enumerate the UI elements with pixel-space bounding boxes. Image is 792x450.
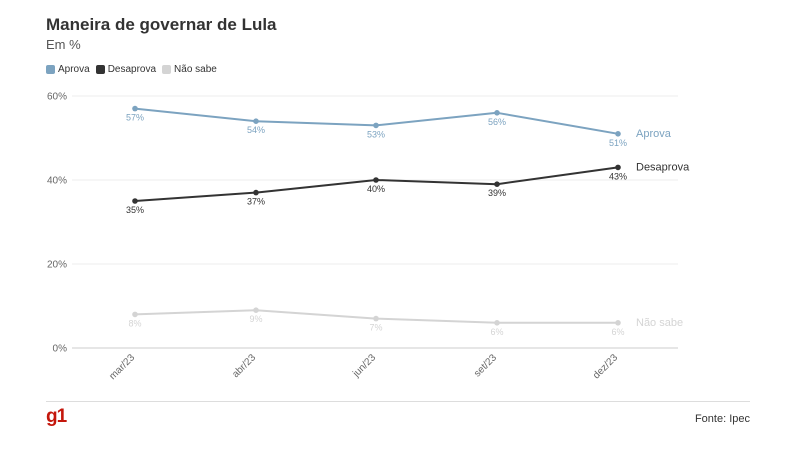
y-tick-label: 0% — [53, 344, 68, 355]
x-tick-label: jun/23 — [350, 352, 378, 380]
data-label: 6% — [611, 327, 624, 337]
data-label: 39% — [488, 188, 506, 198]
data-point — [615, 131, 621, 137]
data-label: 8% — [128, 318, 141, 328]
data-label: 40% — [367, 184, 385, 194]
series-end-label: Aprova — [636, 128, 672, 140]
data-label: 53% — [367, 129, 385, 139]
data-point — [373, 315, 379, 322]
data-point — [494, 110, 500, 116]
data-label: 9% — [249, 314, 262, 324]
legend-label-nao-sabe: Não sabe — [174, 64, 217, 75]
legend-label-aprova: Aprova — [58, 64, 90, 75]
data-point — [494, 320, 500, 326]
legend-item-desaprova[interactable]: Desaprova — [95, 64, 157, 75]
source-note: Fonte: Ipec — [694, 413, 750, 425]
data-label: 54% — [247, 125, 265, 135]
data-label: 6% — [490, 327, 503, 337]
series-end-label: Não sabe — [636, 317, 683, 329]
data-label: 37% — [247, 197, 265, 207]
x-tick-label: abr/23 — [230, 352, 258, 380]
x-tick-label: mar/23 — [107, 352, 137, 382]
x-tick-label: dez/23 — [591, 352, 620, 381]
data-label: 7% — [369, 323, 382, 333]
legend-item-nao-sabe[interactable]: Não sabe — [162, 64, 217, 75]
legend-swatch-aprova — [46, 65, 55, 74]
legend-item-aprova[interactable]: Aprova — [46, 64, 90, 75]
data-point — [373, 122, 379, 129]
series-end-label: Desaprova — [636, 161, 690, 173]
data-point — [253, 118, 259, 124]
data-label: 57% — [126, 113, 144, 123]
legend-swatch-nao-sabe — [162, 65, 172, 74]
g1-logo[interactable]: g1 — [46, 406, 67, 427]
data-point — [132, 198, 138, 204]
y-tick-label: 60% — [47, 92, 67, 103]
data-label: 35% — [126, 205, 144, 215]
data-label: 51% — [609, 138, 627, 148]
legend: Aprova Desaprova Não sabe — [46, 64, 217, 75]
data-point — [615, 320, 621, 326]
chart-title: Maneira de governar de Lula — [46, 15, 277, 34]
data-point — [494, 181, 500, 187]
data-point — [253, 189, 259, 196]
data-point — [132, 311, 138, 318]
legend-label-desaprova: Desaprova — [107, 64, 157, 75]
data-point — [253, 307, 259, 314]
data-label: 43% — [609, 171, 627, 181]
data-label: 56% — [488, 117, 506, 127]
chart-subtitle: Em % — [46, 37, 81, 52]
x-tick-label: set/23 — [472, 352, 499, 379]
y-tick-label: 20% — [47, 260, 67, 271]
footer-divider — [46, 401, 750, 402]
data-point — [615, 164, 621, 171]
y-tick-label: 40% — [47, 176, 67, 187]
legend-swatch-desaprova — [95, 65, 105, 74]
data-point — [373, 177, 379, 183]
data-point — [132, 105, 138, 112]
